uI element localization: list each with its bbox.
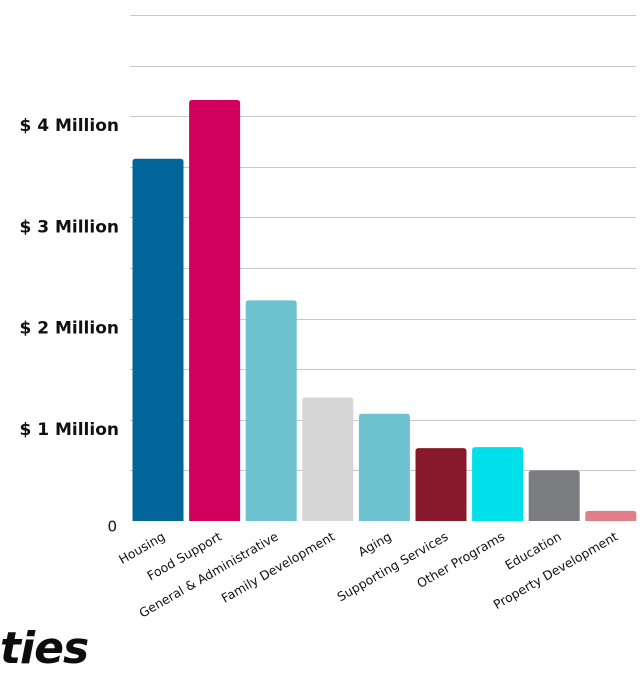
y-axis-ticks: 0 $ 1 Million $ 2 Million $ 3 Million $ 4 Mi… [19, 116, 119, 535]
bar [132, 158, 184, 522]
y-tick-label: $ 3 Million [19, 217, 119, 237]
bar [415, 448, 467, 521]
x-tick-label: Aging [355, 529, 394, 560]
bar [585, 510, 637, 521]
bar [528, 470, 580, 521]
bar [245, 300, 297, 521]
bar [189, 100, 241, 522]
bars [132, 100, 637, 522]
bar [358, 413, 410, 521]
partial-heading-text: ties [0, 623, 89, 674]
y-tick-label: $ 2 Million [19, 319, 119, 339]
bar [302, 397, 354, 521]
y-tick-label: 0 [107, 518, 117, 536]
bar [472, 447, 524, 521]
y-tick-label: $ 1 Million [19, 420, 119, 440]
y-tick-label: $ 4 Million [19, 116, 119, 136]
